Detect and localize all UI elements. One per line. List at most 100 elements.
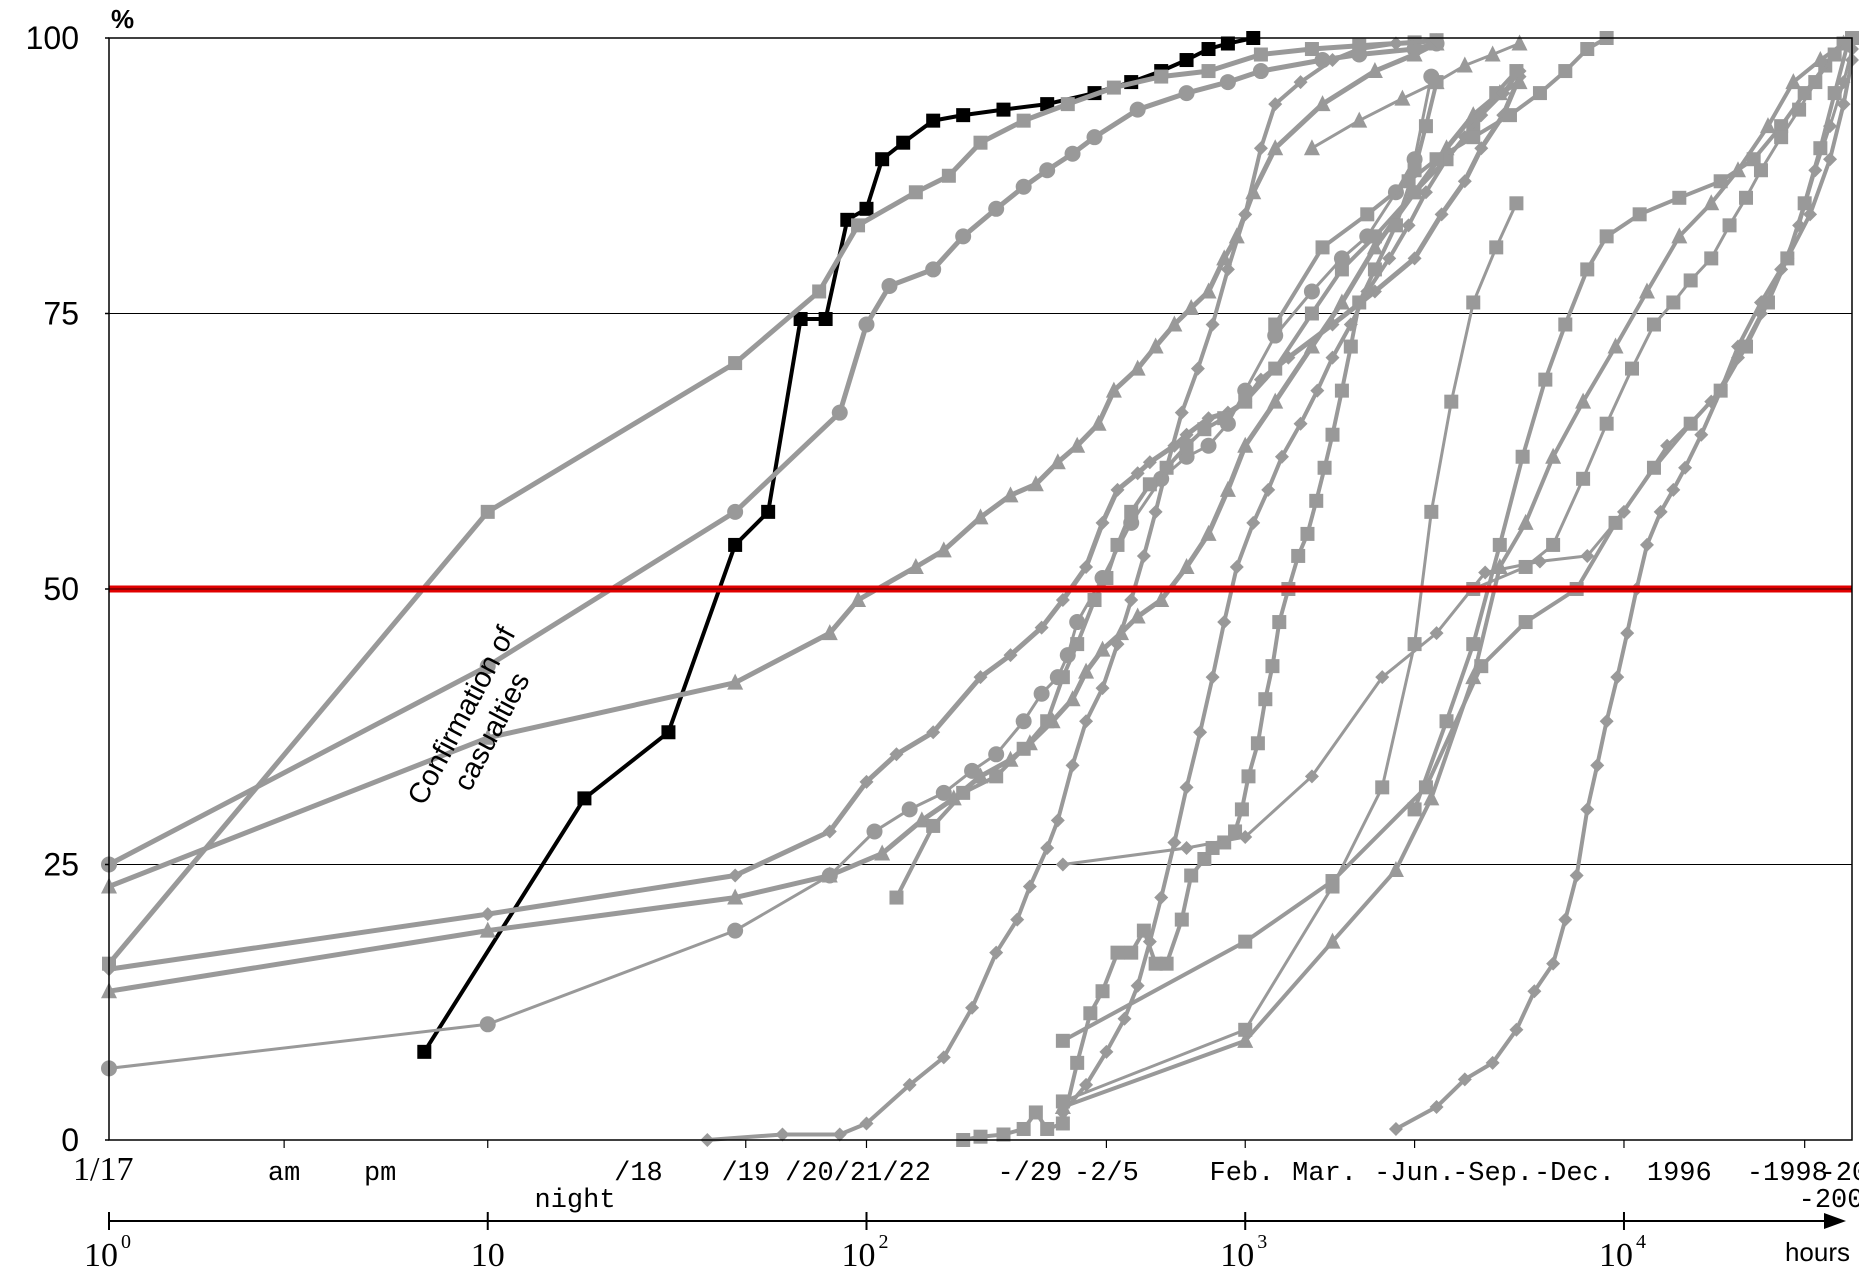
data-point-triangle bbox=[972, 767, 989, 784]
data-point-triangle bbox=[1484, 45, 1501, 62]
data-point-square bbox=[956, 108, 971, 123]
data-point-square bbox=[1808, 75, 1823, 90]
data-point-circle bbox=[866, 823, 883, 840]
data-point-triangle bbox=[1219, 480, 1236, 497]
data-point-diamond bbox=[1485, 1055, 1500, 1070]
data-point-square bbox=[1016, 113, 1031, 128]
data-point-circle bbox=[1015, 178, 1032, 195]
data-point-diamond bbox=[1569, 868, 1584, 883]
data-point-square bbox=[1797, 196, 1812, 211]
data-point-triangle bbox=[1303, 139, 1320, 156]
data-point-triangle bbox=[1465, 668, 1482, 685]
data-point-diamond bbox=[1293, 416, 1308, 431]
y-tick-label: 0 bbox=[61, 1122, 79, 1158]
data-point-diamond bbox=[1304, 769, 1319, 784]
data-point-diamond bbox=[1246, 515, 1261, 530]
data-point-square bbox=[1309, 493, 1324, 508]
data-point-triangle bbox=[1147, 337, 1164, 354]
data-point-square bbox=[1106, 80, 1121, 95]
data-point-square bbox=[1238, 934, 1253, 949]
data-point-triangle bbox=[1406, 45, 1423, 62]
series-line bbox=[1394, 59, 1854, 1131]
grid-layer bbox=[109, 313, 1852, 865]
data-point-square bbox=[851, 218, 866, 233]
data-point-square bbox=[1095, 984, 1110, 999]
data-point-triangle bbox=[1153, 591, 1170, 608]
data-point-triangle bbox=[1200, 282, 1217, 299]
data-point-square bbox=[1704, 251, 1719, 266]
data-point-square bbox=[1317, 460, 1332, 475]
data-point-triangle bbox=[479, 728, 496, 745]
data-point-square bbox=[956, 785, 971, 800]
data-point-square bbox=[1099, 570, 1114, 585]
data-point-triangle bbox=[1090, 414, 1107, 431]
data-point-square bbox=[1179, 53, 1194, 68]
data-point-diamond bbox=[1653, 504, 1668, 519]
x-tick-label: 10 bbox=[1220, 1237, 1254, 1273]
date-label: pm bbox=[364, 1159, 396, 1189]
data-point-diamond bbox=[1512, 64, 1527, 79]
data-point-circle bbox=[881, 277, 898, 294]
x-tick-label: 10 bbox=[471, 1237, 505, 1273]
data-point-circle bbox=[479, 658, 496, 675]
data-point-triangle bbox=[1607, 337, 1624, 354]
data-point-square bbox=[1325, 427, 1340, 442]
data-point-diamond bbox=[1095, 515, 1110, 530]
data-point-circle bbox=[858, 316, 875, 333]
data-point-square bbox=[1580, 262, 1595, 277]
data-point-diamond bbox=[1201, 411, 1216, 426]
data-point-diamond bbox=[1639, 537, 1654, 552]
data-point-diamond bbox=[1780, 251, 1795, 266]
data-point-square bbox=[1352, 295, 1367, 310]
data-point-triangle bbox=[1002, 486, 1019, 503]
data-point-square bbox=[1599, 416, 1614, 431]
data-point-triangle bbox=[1216, 249, 1233, 266]
data-point-triangle bbox=[1511, 34, 1528, 51]
date-label: 1/17 bbox=[73, 1151, 133, 1188]
data-point-diamond bbox=[926, 725, 941, 740]
data-point-diamond bbox=[1474, 108, 1489, 123]
date-label: am bbox=[268, 1159, 300, 1189]
data-point-diamond bbox=[1238, 207, 1253, 222]
date-label: Feb. bbox=[1210, 1159, 1275, 1189]
data-point-circle bbox=[935, 784, 952, 801]
date-label: /18 bbox=[614, 1159, 663, 1189]
data-point-diamond bbox=[1040, 840, 1055, 855]
data-point-triangle bbox=[1333, 293, 1350, 310]
data-point-diamond bbox=[1261, 482, 1276, 497]
data-point-square bbox=[1159, 956, 1174, 971]
data-point-circle bbox=[727, 922, 744, 939]
data-point-circle bbox=[1178, 85, 1195, 102]
data-point-square bbox=[661, 725, 676, 740]
date-label: -1998 bbox=[1747, 1159, 1828, 1189]
data-point-square bbox=[1016, 741, 1031, 756]
data-point-square bbox=[1291, 548, 1306, 563]
data-point-triangle bbox=[1200, 524, 1217, 541]
data-point-diamond bbox=[1174, 405, 1189, 420]
data-point-square bbox=[1429, 152, 1444, 167]
data-point-diamond bbox=[989, 945, 1004, 960]
data-point-circle bbox=[1069, 614, 1086, 631]
series-line bbox=[108, 75, 1522, 972]
y-unit-label: % bbox=[111, 4, 134, 34]
data-point-circle bbox=[479, 1016, 496, 1033]
data-point-triangle bbox=[935, 541, 952, 558]
data-point-diamond bbox=[1079, 1077, 1094, 1092]
data-point-square bbox=[1040, 1121, 1055, 1136]
data-point-diamond bbox=[1136, 548, 1151, 563]
data-point-square bbox=[1083, 1006, 1098, 1021]
data-point-circle bbox=[1064, 145, 1081, 162]
series-16 bbox=[1303, 34, 1528, 156]
data-point-diamond bbox=[1803, 207, 1818, 222]
x-tick-exponent: 4 bbox=[1636, 1231, 1646, 1253]
data-point-diamond bbox=[1580, 802, 1595, 817]
data-point-diamond bbox=[1429, 1099, 1444, 1114]
x-tick-label: 10 bbox=[84, 1237, 118, 1273]
date-label: Mar. bbox=[1292, 1159, 1357, 1189]
data-point-square bbox=[1070, 637, 1085, 652]
data-point-diamond bbox=[1546, 956, 1561, 971]
data-point-diamond bbox=[832, 1127, 847, 1142]
